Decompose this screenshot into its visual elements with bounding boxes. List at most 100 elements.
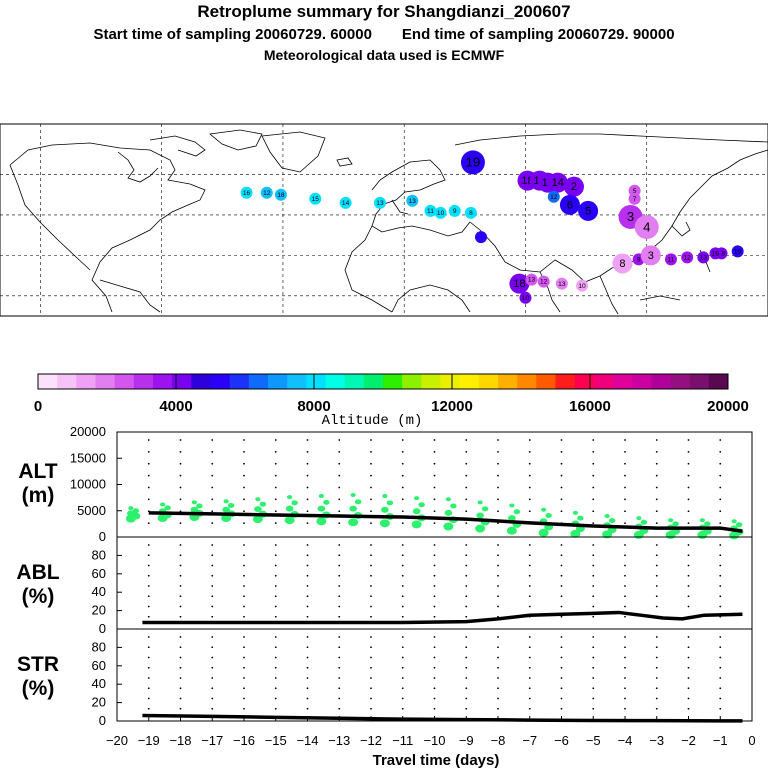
grid-dot	[687, 656, 690, 659]
x-tick-label: −2	[681, 733, 696, 748]
grid-dot	[370, 707, 372, 710]
grid-dot	[274, 687, 277, 690]
colorbar-swatch	[248, 374, 269, 389]
x-tick-label: −1	[713, 733, 728, 748]
grid-dot	[592, 474, 595, 477]
plume-marker-label: 12	[263, 190, 271, 197]
plume-marker-label: 13	[376, 200, 384, 207]
altitude-spread-point	[640, 519, 648, 525]
grid-dot	[655, 666, 658, 669]
grid-dot	[370, 574, 372, 577]
grid-dot	[179, 585, 182, 587]
grid-dot	[370, 564, 372, 567]
grid-dot	[211, 697, 214, 700]
grid-dot	[401, 486, 404, 489]
grid-dot	[306, 697, 309, 700]
altitude-spread-point	[223, 499, 229, 504]
grid-dot	[624, 595, 626, 598]
grid-dot	[179, 646, 182, 649]
plume-marker	[563, 176, 584, 197]
grid-dot	[306, 656, 309, 659]
grid-dot	[687, 522, 690, 525]
altitude-spread-point	[414, 496, 420, 501]
grid-dot	[687, 439, 690, 441]
plume-marker-label: 3	[648, 250, 654, 262]
grid-dot	[687, 707, 690, 710]
grid-dot	[719, 574, 722, 577]
grid-dot	[497, 554, 499, 557]
grid-dot	[687, 462, 690, 465]
grid-dot	[338, 656, 341, 659]
plume-marker	[555, 277, 568, 290]
plume-marker	[628, 192, 641, 205]
grid-dot	[274, 697, 277, 700]
colorbar-swatch	[689, 374, 710, 389]
plume-marker	[634, 215, 659, 240]
grid-dot	[211, 486, 214, 489]
grid-dot	[528, 498, 531, 501]
plume-marker-label: 14	[552, 177, 564, 189]
grid-dot	[497, 486, 499, 489]
grid-dot	[528, 707, 531, 710]
grid-dot	[306, 636, 309, 638]
grid-dot	[719, 486, 722, 489]
grid-dot	[687, 687, 690, 690]
grid-dot	[719, 554, 722, 557]
plume-markers: 1918161514257126534191816131211938181312…	[240, 150, 744, 304]
grid-dot	[592, 462, 595, 465]
grid-dot	[624, 636, 626, 638]
grid-dot	[719, 646, 722, 649]
grid-dot	[147, 486, 150, 489]
grid-dot	[528, 656, 531, 659]
plume-marker-label: 15	[312, 196, 320, 203]
grid-dot	[624, 544, 626, 546]
grid-dot	[147, 554, 150, 557]
altitude-spread-point	[128, 506, 134, 511]
grid-dot	[306, 486, 309, 489]
altitude-spread-point	[577, 515, 584, 521]
sampling-time-line: Start time of sampling 20060729. 60000 En…	[0, 26, 768, 43]
grid-dot	[401, 656, 404, 659]
grid-dot	[687, 498, 690, 501]
grid-dot	[274, 522, 277, 525]
grid-dot	[306, 615, 309, 618]
altitude-spread-point	[227, 503, 235, 508]
grid-dot	[433, 462, 436, 465]
altitude-spread-point	[386, 500, 394, 506]
altitude-spread-point	[672, 521, 679, 527]
grid-dot	[338, 605, 341, 608]
colorbar-swatch	[402, 374, 422, 389]
x-tick-label: −3	[649, 733, 664, 748]
grid-dot	[401, 554, 404, 557]
grid-dot	[433, 486, 436, 489]
grid-dot	[528, 574, 531, 577]
grid-dot	[306, 474, 309, 477]
altitude-spread-point	[445, 497, 451, 502]
grid-dot	[560, 564, 563, 567]
y-tick-label: 5000	[77, 503, 106, 518]
grid-dot	[147, 707, 150, 710]
grid-dot	[433, 510, 436, 513]
grid-dot	[497, 544, 499, 546]
plume-marker	[240, 186, 253, 199]
grid-dot	[624, 486, 626, 489]
grid-dot	[592, 636, 595, 638]
grid-dot	[243, 687, 245, 690]
plume-marker	[537, 275, 550, 288]
grid-dot	[719, 707, 722, 710]
colorbar-swatch	[555, 374, 576, 389]
grid-dot	[528, 646, 531, 649]
y-tick-label: 20	[92, 695, 106, 710]
grid-dot	[274, 474, 277, 477]
grid-dot	[306, 585, 309, 587]
grid-dot	[497, 450, 499, 453]
grid-dot	[147, 439, 150, 441]
grid-dot	[465, 707, 468, 710]
y-tick-label: 60	[92, 566, 106, 581]
plume-marker	[547, 172, 568, 193]
grid-dot	[274, 510, 277, 513]
panel-label-line: (m)	[22, 484, 55, 507]
grid-dot	[497, 605, 499, 608]
grid-dot	[655, 574, 658, 577]
grid-dot	[243, 636, 245, 638]
